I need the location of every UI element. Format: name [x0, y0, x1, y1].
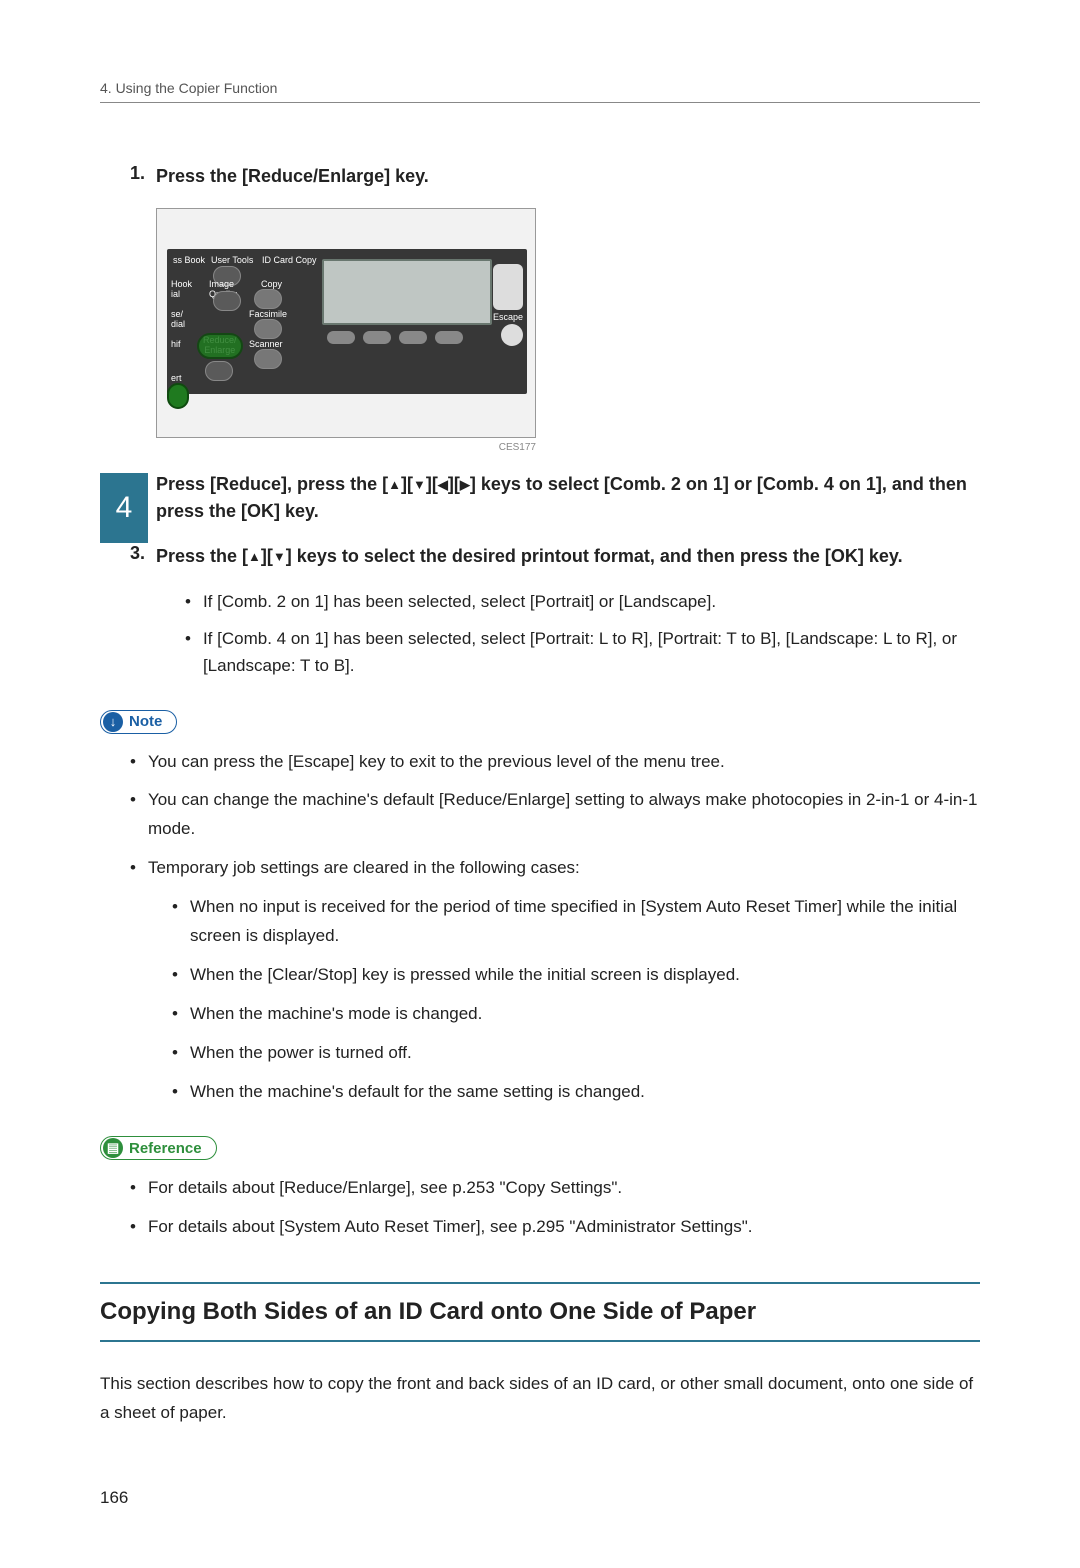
panel-label: Facsimile	[249, 309, 287, 319]
down-arrow-icon: ▼	[273, 549, 286, 564]
step-2: 2. Press [Reduce], press the [▲][▼][◀][▶…	[130, 471, 980, 525]
img-quality-button	[213, 291, 241, 311]
step-text: Press [Reduce], press the [▲][▼][◀][▶] k…	[156, 471, 980, 525]
list-item: • For details about [System Auto Reset Ti…	[130, 1213, 980, 1242]
text: You can change the machine's default [Re…	[148, 786, 980, 844]
scanner-button	[254, 349, 282, 369]
left-arrow-icon: ◀	[438, 477, 448, 492]
section-heading: Copying Both Sides of an ID Card onto On…	[100, 1298, 980, 1326]
bullet-icon: •	[185, 588, 191, 615]
list-item: •You can change the machine's default [R…	[130, 786, 980, 844]
soft-key	[363, 331, 391, 344]
paragraph: This section describes how to copy the f…	[100, 1370, 980, 1428]
soft-key	[327, 331, 355, 344]
nav-pad	[493, 264, 523, 310]
panel-label: se/ dial	[171, 309, 185, 329]
section-rule-bottom	[100, 1340, 980, 1342]
chapter-tab-number: 4	[116, 491, 133, 525]
up-arrow-icon: ▲	[388, 477, 401, 492]
chapter-tab: 4	[100, 473, 148, 543]
bullet-icon: •	[172, 961, 178, 990]
list-item: • For details about [Reduce/Enlarge], see…	[130, 1174, 980, 1203]
text: ] keys to select the desired printout fo…	[286, 546, 903, 566]
note-callout: ↓ Note	[100, 708, 177, 736]
sub-item: • If [Comb. 4 on 1] has been selected, s…	[185, 625, 980, 679]
bullet-icon: •	[130, 854, 136, 883]
bullet-icon: •	[185, 625, 191, 679]
section-rule-top	[100, 1282, 980, 1284]
list-item: •When no input is received for the perio…	[172, 893, 980, 951]
list-item: • Temporary job settings are cleared in t…	[130, 854, 980, 883]
panel-label: User Tools	[211, 255, 253, 265]
text: When the power is turned off.	[190, 1039, 412, 1068]
escape-label: Escape	[493, 312, 523, 322]
copy-button	[254, 289, 282, 309]
figure-caption: CES177	[100, 442, 536, 453]
right-arrow-icon: ▶	[460, 477, 470, 492]
step-number: 3.	[130, 543, 156, 570]
text: Press the [	[156, 546, 248, 566]
bullet-icon: •	[172, 1078, 178, 1107]
text: Press [Reduce], press the [	[156, 474, 388, 494]
step-number: 1.	[130, 163, 156, 190]
reduce-enlarge-button	[197, 333, 243, 359]
panel-label: ID Card Copy	[262, 255, 317, 265]
up-arrow-icon: ▲	[248, 549, 261, 564]
list-item: • You can press the [Escape] key to exit …	[130, 748, 980, 777]
reference-icon: ▤	[103, 1138, 123, 1158]
chapter-header: 4. Using the Copier Function	[100, 80, 980, 96]
text: When the [Clear/Stop] key is pressed whi…	[190, 961, 740, 990]
text: Temporary job settings are cleared in th…	[148, 854, 580, 883]
text: When the machine's mode is changed.	[190, 1000, 482, 1029]
step-1: 1. Press the [Reduce/Enlarge] key.	[130, 163, 980, 190]
panel-label: Hook ial	[171, 279, 192, 299]
panel-label: ss Book	[173, 255, 205, 265]
panel-label: hif	[171, 339, 181, 349]
step-3: 3. Press the [▲][▼] keys to select the d…	[130, 543, 980, 570]
bullet-icon: •	[130, 1174, 136, 1203]
soft-key	[435, 331, 463, 344]
sub-item: • If [Comb. 2 on 1] has been selected, s…	[185, 588, 980, 615]
reference-callout: ▤ Reference	[100, 1134, 217, 1162]
fax-button	[254, 319, 282, 339]
list-item: • When the power is turned off.	[172, 1039, 980, 1068]
down-arrow-icon: ▼	[413, 477, 426, 492]
panel-label: ert	[171, 373, 182, 383]
text: When the machine's default for the same …	[190, 1078, 645, 1107]
bullet-icon: •	[130, 786, 136, 844]
text: When no input is received for the period…	[190, 893, 980, 951]
soft-key	[399, 331, 427, 344]
lcd-screen	[322, 259, 492, 325]
note-label: Note	[129, 713, 162, 730]
bullet-icon: •	[130, 1213, 136, 1242]
panel-label: Copy	[261, 279, 282, 289]
text: For details about [Reduce/Enlarge], see …	[148, 1174, 622, 1203]
bullet-icon: •	[172, 1000, 178, 1029]
control-panel-illustration: ss Book User Tools ID Card Copy Hook ial…	[156, 208, 536, 438]
note-icon: ↓	[103, 712, 123, 732]
page-number: 166	[100, 1488, 980, 1508]
text: If [Comb. 4 on 1] has been selected, sel…	[203, 625, 980, 679]
text: You can press the [Escape] key to exit t…	[148, 748, 725, 777]
panel-label: Scanner	[249, 339, 283, 349]
step-text: Press the [▲][▼] keys to select the desi…	[156, 543, 980, 570]
bullet-icon: •	[130, 748, 136, 777]
text: If [Comb. 2 on 1] has been selected, sel…	[203, 588, 716, 615]
header-rule	[100, 102, 980, 103]
step-text: Press the [Reduce/Enlarge] key.	[156, 163, 980, 190]
text: For details about [System Auto Reset Tim…	[148, 1213, 753, 1242]
reference-label: Reference	[129, 1140, 202, 1157]
list-item: • When the [Clear/Stop] key is pressed wh…	[172, 961, 980, 990]
bullet-icon: •	[172, 1039, 178, 1068]
list-item: • When the machine's mode is changed.	[172, 1000, 980, 1029]
button	[167, 383, 189, 409]
bullet-icon: •	[172, 893, 178, 951]
button	[205, 361, 233, 381]
list-item: • When the machine's default for the same…	[172, 1078, 980, 1107]
escape-button	[501, 324, 523, 346]
